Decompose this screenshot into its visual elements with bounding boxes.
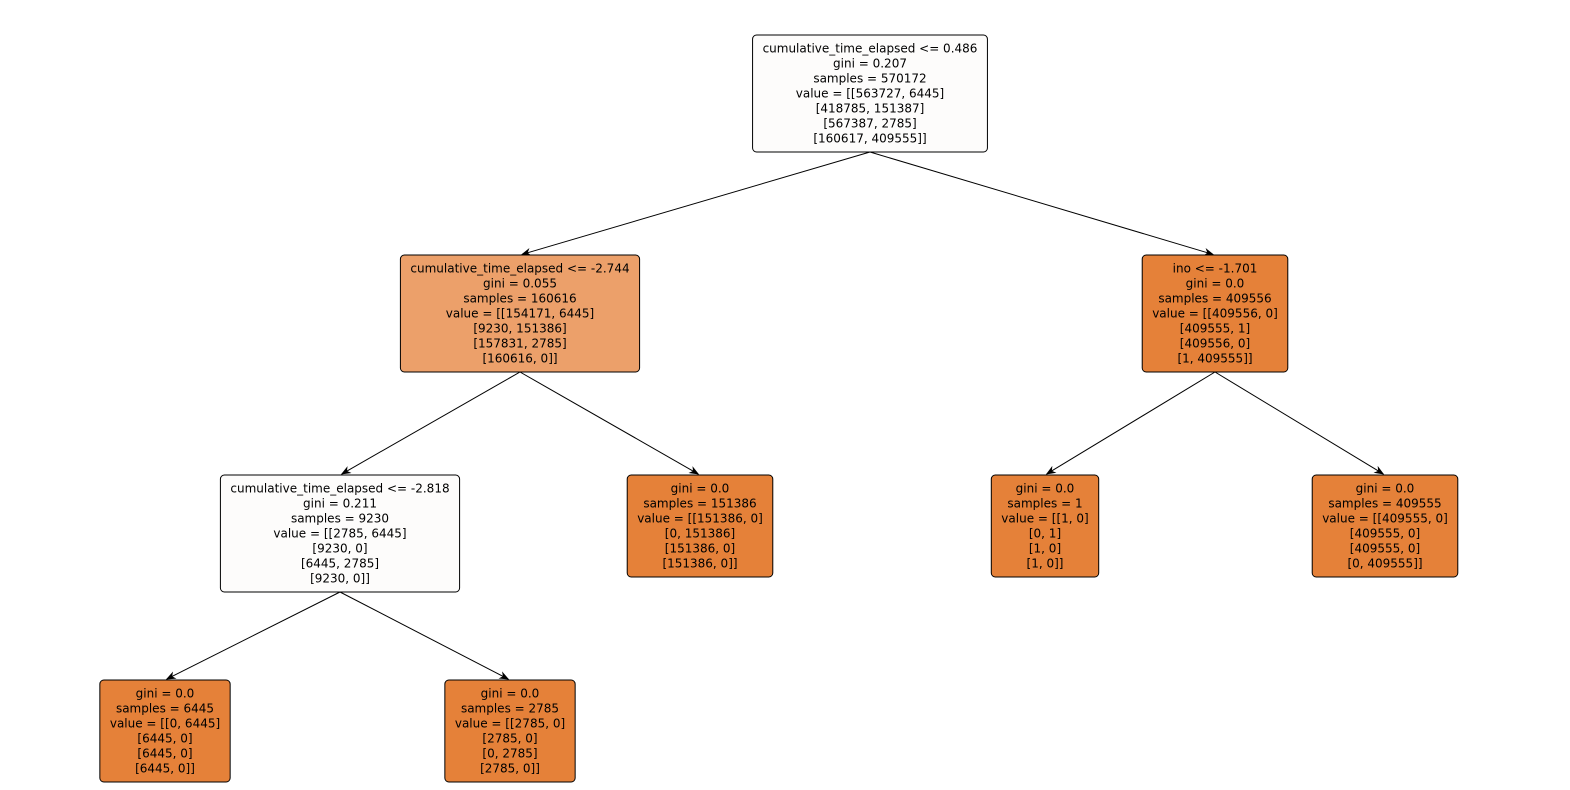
tree-node-line: value = [[563727, 6445] xyxy=(796,86,944,100)
tree-node-line: [6445, 0] xyxy=(137,746,192,760)
tree-node-line: [6445, 2785] xyxy=(301,556,379,570)
tree-node-line: gini = 0.0 xyxy=(1356,481,1415,495)
tree-node-line: cumulative_time_elapsed <= -2.744 xyxy=(410,261,629,275)
tree-node-line: gini = 0.0 xyxy=(671,481,730,495)
tree-node-line: [0, 151386] xyxy=(665,526,735,540)
tree-node: gini = 0.0samples = 1value = [[1, 0][0, … xyxy=(991,475,1098,577)
tree-node-line: samples = 6445 xyxy=(116,701,214,715)
tree-node-line: [9230, 0] xyxy=(312,541,367,555)
nodes-layer: cumulative_time_elapsed <= 0.486gini = 0… xyxy=(100,35,1458,782)
tree-node-line: value = [[0, 6445] xyxy=(110,716,220,730)
tree-node-line: [2785, 0]] xyxy=(480,761,540,775)
tree-node-line: [6445, 0]] xyxy=(135,761,195,775)
tree-edge xyxy=(1215,372,1383,474)
tree-node-line: [157831, 2785] xyxy=(473,336,566,350)
tree-node-line: [1, 409555]] xyxy=(1177,351,1252,365)
tree-node-line: value = [[409556, 0] xyxy=(1152,306,1278,320)
tree-node-line: samples = 570172 xyxy=(813,71,926,85)
tree-node-line: [9230, 0]] xyxy=(310,571,370,585)
tree-node-line: [409555, 1] xyxy=(1180,321,1250,335)
tree-edge xyxy=(520,372,698,474)
tree-node-line: [0, 2785] xyxy=(482,746,537,760)
edges-layer xyxy=(167,152,1384,679)
tree-node-line: samples = 160616 xyxy=(463,291,576,305)
tree-edge xyxy=(870,152,1213,254)
tree-edge xyxy=(167,592,340,679)
tree-node: gini = 0.0samples = 409555value = [[4095… xyxy=(1312,475,1458,577)
tree-node-line: [567387, 2785] xyxy=(823,116,916,130)
tree-node-line: cumulative_time_elapsed <= 0.486 xyxy=(763,41,978,55)
tree-node-line: gini = 0.0 xyxy=(136,686,195,700)
tree-node-line: samples = 2785 xyxy=(461,701,559,715)
tree-node-line: value = [[151386, 0] xyxy=(637,511,763,525)
tree-node: cumulative_time_elapsed <= -2.744gini = … xyxy=(400,255,639,372)
tree-node-line: [418785, 151387] xyxy=(816,101,925,115)
tree-node-line: [9230, 151386] xyxy=(473,321,566,335)
tree-node-line: [0, 1] xyxy=(1029,526,1061,540)
tree-node-line: [409555, 0] xyxy=(1350,541,1420,555)
tree-node-line: gini = 0.0 xyxy=(481,686,540,700)
tree-node-line: value = [[1, 0] xyxy=(1001,511,1088,525)
tree-node-line: value = [[154171, 6445] xyxy=(446,306,594,320)
tree-node: gini = 0.0samples = 2785value = [[2785, … xyxy=(445,680,575,782)
tree-node-line: value = [[2785, 0] xyxy=(455,716,565,730)
tree-node-line: [160616, 0]] xyxy=(482,351,557,365)
tree-edge xyxy=(342,372,520,474)
tree-node: cumulative_time_elapsed <= -2.818gini = … xyxy=(220,475,459,592)
tree-node-line: [151386, 0]] xyxy=(662,556,737,570)
tree-node-line: [1, 0] xyxy=(1029,541,1061,555)
tree-node-line: value = [[409555, 0] xyxy=(1322,511,1448,525)
tree-node-line: [1, 0]] xyxy=(1027,556,1064,570)
tree-node-line: gini = 0.207 xyxy=(833,56,907,70)
tree-node-line: [0, 409555]] xyxy=(1347,556,1422,570)
tree-node: gini = 0.0samples = 6445value = [[0, 644… xyxy=(100,680,230,782)
tree-node-line: gini = 0.0 xyxy=(1186,276,1245,290)
tree-node: gini = 0.0samples = 151386value = [[1513… xyxy=(627,475,773,577)
tree-node-line: gini = 0.055 xyxy=(483,276,557,290)
decision-tree-diagram: cumulative_time_elapsed <= 0.486gini = 0… xyxy=(0,0,1570,790)
tree-node-line: samples = 1 xyxy=(1007,496,1082,510)
tree-node-line: gini = 0.0 xyxy=(1016,481,1075,495)
tree-edge xyxy=(522,152,870,254)
tree-node-line: [409556, 0] xyxy=(1180,336,1250,350)
tree-node-line: [160617, 409555]] xyxy=(813,131,926,145)
tree-node-line: gini = 0.211 xyxy=(303,496,377,510)
tree-node-line: samples = 409555 xyxy=(1328,496,1441,510)
tree-node-line: value = [[2785, 6445] xyxy=(273,526,406,540)
tree-node-line: [2785, 0] xyxy=(482,731,537,745)
tree-node-line: ino <= -1.701 xyxy=(1173,261,1258,275)
tree-node: cumulative_time_elapsed <= 0.486gini = 0… xyxy=(753,35,988,152)
tree-edge xyxy=(340,592,508,679)
tree-node-line: samples = 9230 xyxy=(291,511,389,525)
tree-node-line: samples = 409556 xyxy=(1158,291,1271,305)
tree-node-line: cumulative_time_elapsed <= -2.818 xyxy=(230,481,449,495)
tree-node-line: samples = 151386 xyxy=(643,496,756,510)
tree-node-line: [6445, 0] xyxy=(137,731,192,745)
tree-node-line: [151386, 0] xyxy=(665,541,735,555)
tree-edge xyxy=(1047,372,1215,474)
tree-node-line: [409555, 0] xyxy=(1350,526,1420,540)
tree-node: ino <= -1.701gini = 0.0samples = 409556v… xyxy=(1142,255,1288,372)
